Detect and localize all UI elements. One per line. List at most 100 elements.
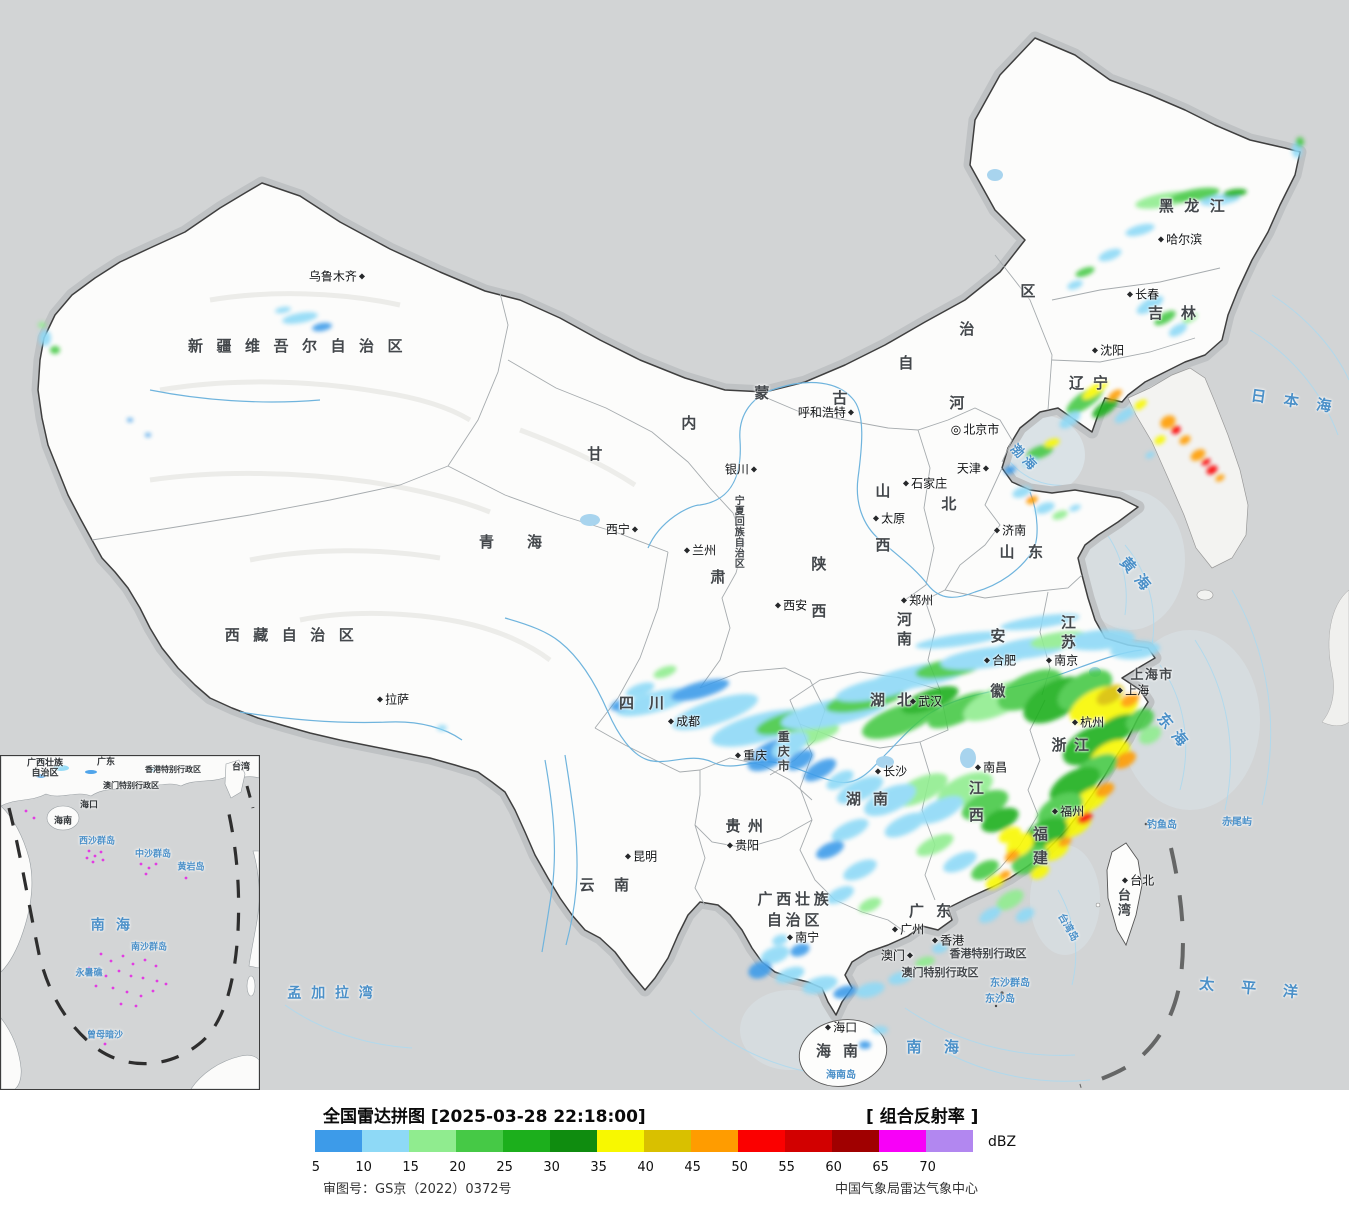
radar-echo: [826, 770, 854, 790]
reef-dot: [151, 989, 155, 993]
scale-step-5: 5: [312, 1130, 362, 1175]
scale-step-70: 70: [919, 1130, 973, 1175]
radar-echo: [1133, 399, 1147, 411]
scale-value: 10: [355, 1160, 372, 1175]
reef-dot: [141, 976, 145, 980]
scale-value: 45: [684, 1160, 701, 1175]
reef-dot: [32, 816, 36, 820]
radar-echo: [1059, 411, 1081, 429]
scale-step-55: 55: [778, 1130, 832, 1175]
radar-echo: [1170, 187, 1220, 203]
radar-echo: [855, 982, 885, 998]
scale-value: 5: [311, 1160, 320, 1175]
scale-swatch: [832, 1130, 879, 1152]
scale-value: 20: [449, 1160, 466, 1175]
radar-echo: [1171, 425, 1181, 435]
radar-echo: [816, 841, 844, 859]
radar-echo: [901, 686, 959, 714]
reef-dot: [184, 876, 188, 880]
scale-value: 55: [778, 1160, 795, 1175]
radar-echo: [312, 322, 332, 332]
scale-swatch: [503, 1130, 550, 1152]
radar-echo: [39, 330, 51, 346]
reef-dot: [131, 962, 135, 966]
radar-echo: [1057, 669, 1113, 711]
radar-echo: [771, 731, 809, 759]
reef-dot: [117, 969, 121, 973]
radar-echo: [1215, 474, 1225, 482]
radar-echo: [1077, 812, 1093, 824]
radar-echo: [653, 665, 677, 679]
scale-swatch: [456, 1130, 503, 1152]
legend-panel: 全国雷达拼图 [2025-03-28 22:18:00] [ 组合反射率 ] 5…: [0, 1090, 1349, 1208]
radar-echo: [858, 897, 882, 913]
radar-echo: [790, 943, 810, 957]
radar-echo: [1012, 486, 1032, 498]
radar-echo: [437, 725, 447, 731]
radar-echo: [38, 322, 46, 328]
radar-echo: [999, 870, 1011, 880]
radar-echo: [1022, 457, 1038, 467]
radar-echo: [843, 859, 877, 881]
radar-echo: [1168, 323, 1188, 337]
radar-echo: [1095, 782, 1115, 798]
radar-echo: [1120, 692, 1140, 708]
radar-echo: [145, 433, 151, 437]
inset-dashed-boundary: [7, 807, 241, 1066]
radar-echo: [1092, 398, 1118, 418]
radar-echo: [625, 682, 655, 698]
radar-echo: [981, 807, 1019, 833]
scale-value: 65: [872, 1160, 889, 1175]
credit: 中国气象局雷达气象中心: [835, 1182, 979, 1197]
scale-value: 40: [637, 1160, 654, 1175]
radar-echo: [915, 956, 935, 968]
scale-swatch: [785, 1130, 832, 1152]
radar-echo: [859, 1041, 871, 1049]
scale-step-25: 25: [496, 1130, 550, 1175]
radar-echo: [127, 418, 133, 422]
radar-echo: [1075, 266, 1095, 278]
radar-echo: [1160, 415, 1176, 429]
radar-echo: [915, 631, 1005, 649]
radar-echo: [1190, 449, 1206, 461]
radar-echo: [1296, 137, 1304, 147]
radar-echo: [50, 346, 60, 354]
jeju-island: [1196, 589, 1214, 601]
radar-echo: [610, 699, 630, 711]
map-review-number: 审图号：GS京（2022）0372号: [323, 1182, 512, 1197]
scale-swatch: [738, 1130, 785, 1152]
reef-dot: [143, 958, 147, 962]
scale-swatch: [315, 1130, 362, 1152]
radar-echo: [916, 833, 954, 857]
radar-echo: [1082, 380, 1108, 400]
china-radar-map: 新疆维吾尔自治区 西藏自治区 青海甘肃内蒙古自治区宁夏回族自治区陕西山西河北山东 河南…: [0, 0, 1349, 1090]
radar-echo: [1000, 613, 1080, 631]
radar-echo: [864, 783, 916, 817]
scale-swatch: [409, 1130, 456, 1152]
lakes: [580, 169, 1101, 768]
reef-dot: [94, 984, 98, 988]
scale-step-65: 65: [872, 1130, 926, 1175]
reef-dot: [144, 872, 148, 876]
scale-value: 15: [402, 1160, 419, 1175]
scale-swatch: [926, 1130, 973, 1152]
radar-echo: [748, 961, 772, 979]
scale-value: 35: [590, 1160, 607, 1175]
radar-echo: [772, 934, 788, 946]
scale-step-15: 15: [402, 1130, 456, 1175]
radar-echo: [1145, 451, 1155, 459]
radar-echo: [1136, 295, 1164, 315]
radar-echo: [872, 1026, 888, 1034]
radar-echo: [996, 889, 1024, 911]
reef-dot: [139, 862, 143, 866]
radar-echo: [1206, 465, 1218, 475]
scale-step-45: 45: [684, 1130, 738, 1175]
scale-step-60: 60: [825, 1130, 879, 1175]
reef-dot: [87, 849, 91, 853]
radar-echo: [1062, 724, 1118, 766]
inset-coast-echoes: [36, 765, 156, 778]
radar-echo: [1004, 849, 1020, 863]
korea-peninsula: [1127, 367, 1249, 569]
reef-dot: [101, 858, 105, 862]
reef-dot: [154, 964, 158, 968]
